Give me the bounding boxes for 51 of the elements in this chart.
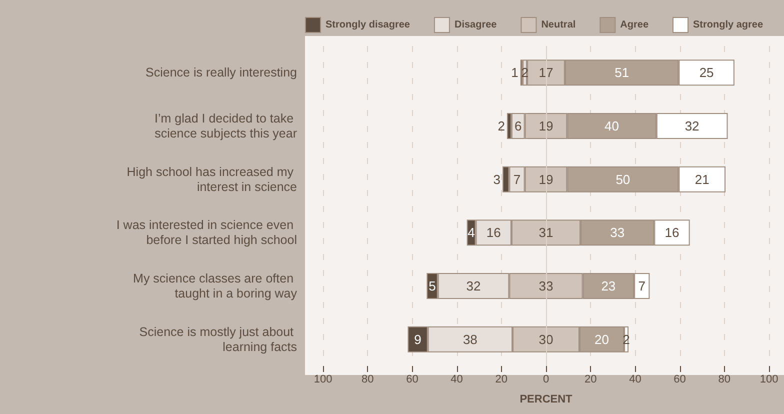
data-label: 32 — [466, 278, 481, 294]
legend-label: Disagree — [454, 20, 498, 30]
legend-label: Agree — [620, 20, 649, 30]
data-label: 21 — [694, 172, 710, 187]
data-label: 38 — [462, 332, 478, 347]
data-label: 3 — [493, 172, 501, 187]
data-label: 30 — [538, 332, 554, 347]
x-tick-label: 40 — [450, 374, 463, 386]
data-label: 40 — [604, 118, 620, 134]
x-tick-label: 80 — [718, 374, 731, 386]
y-tick-label: Science is mostly just about learning facts — [139, 324, 297, 354]
data-label: 16 — [664, 225, 680, 240]
legend-label: Strongly disagree — [326, 20, 410, 30]
data-label: 7 — [513, 172, 521, 187]
x-tick-label: 0 — [542, 374, 550, 386]
data-label: 4 — [468, 225, 475, 240]
data-label: 23 — [601, 278, 616, 294]
y-tick-label: I was interested in science even before I started high school — [116, 218, 297, 248]
legend-label: Strongly agree — [693, 20, 764, 30]
data-label: 31 — [538, 225, 554, 240]
y-tick-label: Science is really interesting — [146, 66, 298, 80]
x-tick-label: 100 — [314, 374, 332, 386]
x-tick-label: 20 — [495, 374, 508, 386]
data-label: 50 — [616, 172, 630, 187]
data-label: 19 — [538, 118, 554, 134]
x-tick-label: 60 — [406, 374, 418, 386]
x-tick-label: 20 — [584, 374, 597, 386]
data-label: 9 — [414, 332, 422, 347]
x-tick-label: 80 — [361, 374, 374, 386]
data-label: 20 — [594, 332, 609, 347]
y-tick-label: I’m glad I decided to take science subjects this year — [154, 112, 297, 140]
data-label: 2 — [498, 118, 505, 134]
y-tick-label: My science classes are often taught in a boring way — [133, 272, 298, 300]
data-label: 17 — [538, 65, 554, 80]
data-label: 1 — [511, 65, 518, 80]
x-axis-title: PERCENT — [520, 394, 573, 406]
data-label: 33 — [538, 278, 554, 294]
data-label: 25 — [699, 65, 714, 80]
x-tick-label: 60 — [674, 374, 686, 386]
data-label: 33 — [610, 225, 625, 240]
x-tick-label: 40 — [629, 374, 642, 386]
data-label: 51 — [614, 65, 630, 80]
data-label: 7 — [638, 278, 646, 294]
y-tick-label: High school has increased my interest in science — [126, 164, 298, 194]
legend-label: Neutral — [541, 20, 576, 30]
data-label: 19 — [538, 172, 554, 187]
data-label: 32 — [684, 118, 700, 134]
data-label: 5 — [428, 278, 436, 294]
x-tick-label: 100 — [760, 374, 778, 386]
data-label: 16 — [486, 225, 501, 240]
data-label: 6 — [514, 118, 522, 134]
